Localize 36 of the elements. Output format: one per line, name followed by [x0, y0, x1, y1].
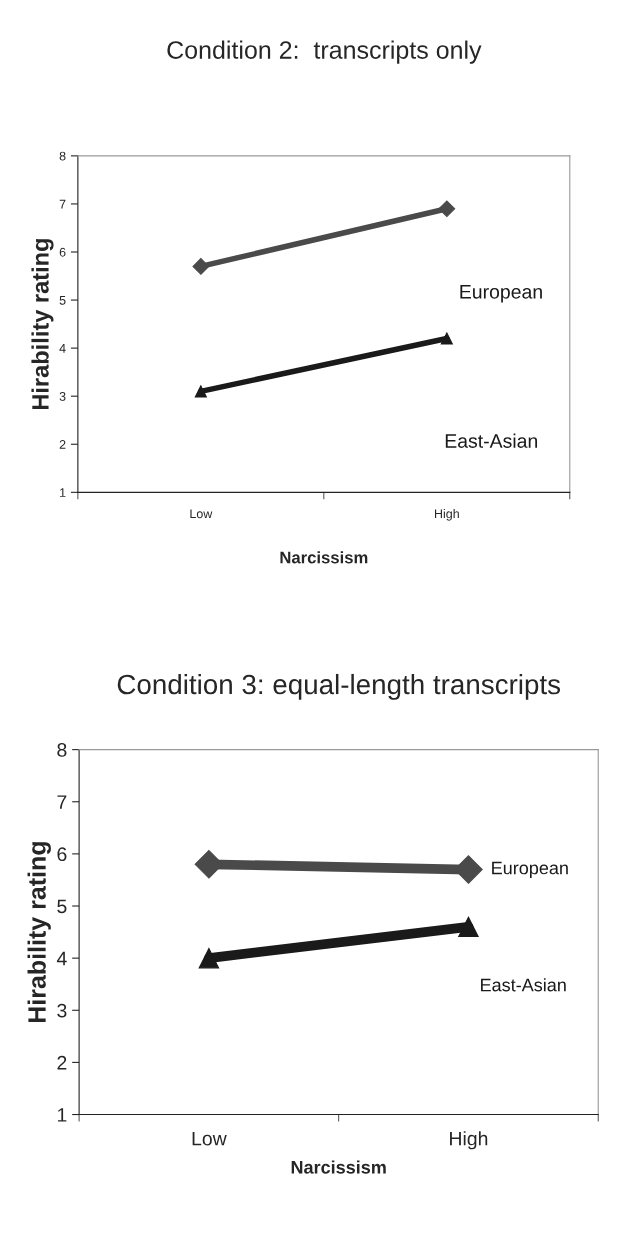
y-tick-label: 5: [59, 295, 66, 305]
y-tick-label: 4: [59, 344, 66, 353]
y-tick-label: 4: [56, 951, 67, 966]
point: [440, 332, 453, 345]
x-tick-label: High: [450, 1131, 488, 1150]
y-tick-label: 6: [57, 847, 67, 862]
text: East-Asian: [481, 978, 566, 992]
y-tick-label: 1: [57, 1108, 67, 1122]
text: East-Asian: [445, 433, 538, 448]
y-axis-title: Hirability rating: [27, 842, 51, 1023]
y-axis-title: Hirability rating: [31, 239, 54, 410]
x-tick-label: High: [434, 508, 459, 521]
y-tick-label: 8: [59, 151, 66, 161]
y-tick-label: 8: [57, 743, 67, 757]
point: [198, 947, 220, 969]
text: European: [460, 285, 542, 303]
series-label: European: [492, 861, 568, 878]
point: [458, 916, 479, 938]
chart-title: Condition 3: equal-length transcripts: [117, 673, 561, 700]
point: [192, 258, 210, 275]
point: [438, 200, 456, 218]
y-tick-label: 3: [59, 391, 66, 401]
x-tick-label: Low: [190, 509, 213, 519]
y-tick-label: 7: [57, 795, 67, 809]
x-axis-title: Narcissism: [280, 551, 368, 564]
x-axis-title: Narcissism: [291, 1160, 386, 1174]
y-tick-label: 2: [59, 440, 66, 449]
point: [194, 385, 207, 398]
y-tick-label: 2: [57, 1055, 67, 1070]
chart-title: Condition 2: transcripts only: [167, 40, 482, 64]
y-tick-label: 1: [60, 488, 66, 497]
y-tick-label: 5: [57, 899, 67, 914]
y-tick-label: 3: [57, 1003, 67, 1018]
y-tick-label: 6: [59, 247, 66, 257]
y-tick-label: 7: [59, 199, 66, 209]
x-tick-label: Low: [192, 1131, 227, 1146]
